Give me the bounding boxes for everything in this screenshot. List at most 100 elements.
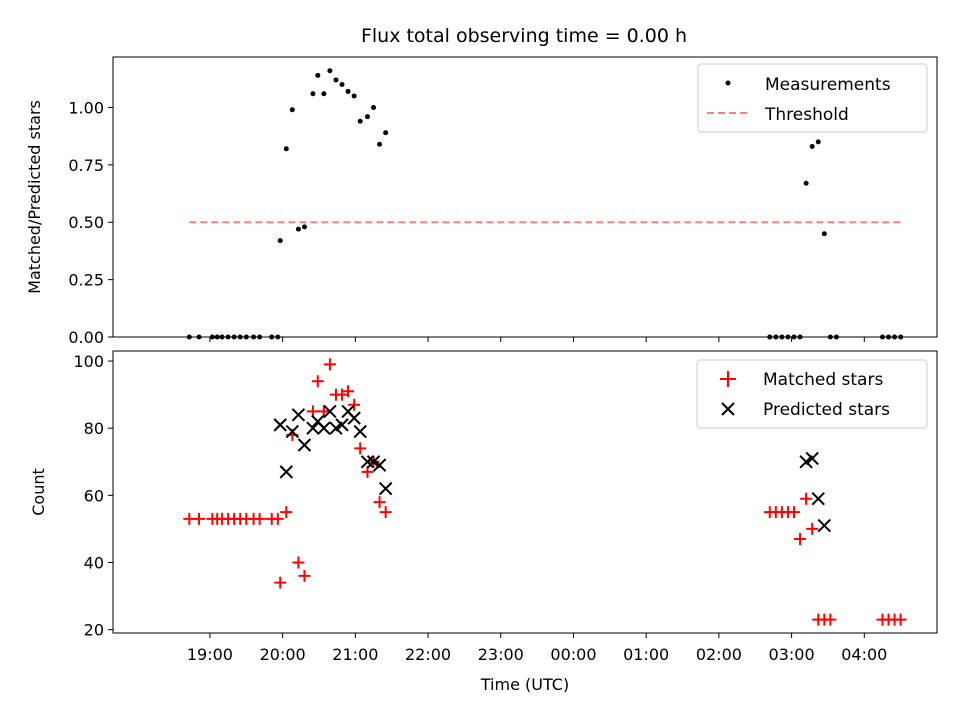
measurement-point [289, 107, 295, 113]
legend-box [696, 359, 928, 429]
top-x-axis [209, 337, 865, 342]
x-axis-label: Time (UTC) [480, 675, 569, 694]
predicted-star-point [353, 424, 367, 439]
measurement-point [310, 91, 316, 97]
measurement-point [327, 68, 333, 74]
matched-star-point [274, 576, 287, 589]
predicted-star-point [317, 421, 331, 435]
predicted-star-point [279, 465, 293, 479]
top-plot-area [186, 68, 904, 340]
measurement-point [321, 91, 327, 97]
predicted-star-point [817, 518, 832, 533]
bottom-y-tick-label: 80 [84, 419, 104, 438]
x-tick-label: 21:00 [332, 645, 378, 664]
predicted-star-point [335, 418, 349, 432]
top-panel: 0.00 0.25 0.50 0.75 1.00 Matched/Predicted s… [25, 56, 938, 347]
predicted-star-point [297, 438, 312, 452]
chart-title: Flux total observing time = 0.00 h [361, 25, 687, 47]
matched-star-point [311, 375, 324, 388]
matched-star-point [800, 492, 813, 505]
measurement-point [364, 114, 370, 120]
x-tick-label: 01:00 [623, 645, 669, 664]
predicted-star-point [366, 455, 381, 469]
measurement-point [803, 180, 809, 186]
bottom-y-tick-label: 100 [73, 352, 104, 371]
legend-label-measurements: Measurements [765, 75, 891, 95]
measurement-point [283, 146, 289, 152]
bottom-axes-frame [112, 350, 938, 634]
bottom-y-axis-label: Count [29, 468, 48, 516]
predicted-star-point [811, 492, 825, 506]
legend-box [697, 63, 928, 133]
matched-star-point [342, 385, 355, 398]
measurement-point [351, 93, 357, 99]
measurement-point [809, 144, 815, 150]
x-tick-label: 20:00 [260, 645, 306, 664]
measurement-point [377, 141, 383, 147]
matched-star-point [336, 388, 349, 401]
top-axes-frame [112, 56, 938, 338]
matched-star-point [824, 613, 837, 626]
matched-star-point [348, 398, 361, 411]
top-y-tick-label: 1.00 [68, 98, 104, 117]
predicted-star-point [805, 451, 819, 466]
x-tick-label: 04:00 [841, 645, 887, 664]
predicted-star-point [291, 408, 306, 422]
measurement-point [371, 104, 377, 110]
top-y-tick-label: 0.75 [68, 156, 104, 175]
measurement-point [345, 88, 351, 94]
measurement-point [277, 238, 283, 244]
top-y-tick-label: 0.50 [68, 213, 104, 232]
x-tick-label: 19:00 [187, 645, 233, 664]
legend-marker-matched [720, 371, 736, 387]
measurement-point [383, 130, 389, 136]
matched-star-point [280, 506, 293, 519]
matched-star-point [806, 522, 819, 535]
x-tick-label: 22:00 [405, 645, 451, 664]
measurement-point [301, 224, 307, 230]
x-tick-label: 23:00 [478, 645, 524, 664]
legend-label-matched: Matched stars [763, 370, 883, 390]
matched-star-point [292, 556, 305, 569]
predicted-star-point [323, 404, 337, 419]
matched-star-point [361, 465, 374, 478]
x-tick-label: 03:00 [769, 645, 815, 664]
bottom-y-tick-label: 60 [84, 486, 104, 505]
matched-star-point [298, 569, 311, 582]
matched-star-point [379, 506, 392, 519]
matched-star-point [794, 533, 807, 545]
matched-star-point [253, 512, 266, 525]
predicted-star-point [347, 411, 361, 425]
measurement-point [821, 231, 827, 237]
bottom-plot-area [183, 358, 907, 626]
matched-star-point [894, 613, 907, 626]
matched-star-point [373, 496, 386, 509]
predicted-star-point [285, 424, 300, 439]
measurement-point [815, 139, 821, 145]
matched-star-point [788, 506, 801, 519]
x-tick-label: 00:00 [550, 645, 596, 664]
measurement-point [295, 226, 301, 232]
matched-star-point [354, 442, 367, 455]
bottom-y-tick-label: 20 [84, 621, 104, 640]
matched-star-point [271, 512, 284, 525]
legend-marker-measurements [725, 80, 731, 86]
measurement-point [333, 77, 339, 83]
predicted-star-point [329, 421, 343, 435]
legend-label-threshold: Threshold [764, 105, 849, 125]
measurement-point [315, 72, 321, 78]
predicted-star-point [799, 455, 813, 469]
top-y-tick-label: 0.00 [68, 328, 104, 347]
top-y-axis: 0.00 0.25 0.50 0.75 1.00 [68, 98, 113, 347]
matched-star-point [193, 512, 206, 525]
legend-marker-predicted [721, 402, 735, 416]
measurement-point [357, 118, 363, 124]
bottom-y-axis: 20 40 60 80 100 [73, 352, 113, 640]
bottom-y-tick-label: 40 [84, 554, 104, 573]
predicted-star-point [306, 421, 320, 435]
top-y-axis-label: Matched/Predicted stars [25, 100, 44, 294]
legend-label-predicted: Predicted stars [763, 400, 890, 420]
bottom-panel: 20 40 60 80 100 19:00 20:00 21:00 22:00 23:00 00:… [29, 350, 938, 664]
measurement-point [339, 82, 345, 88]
